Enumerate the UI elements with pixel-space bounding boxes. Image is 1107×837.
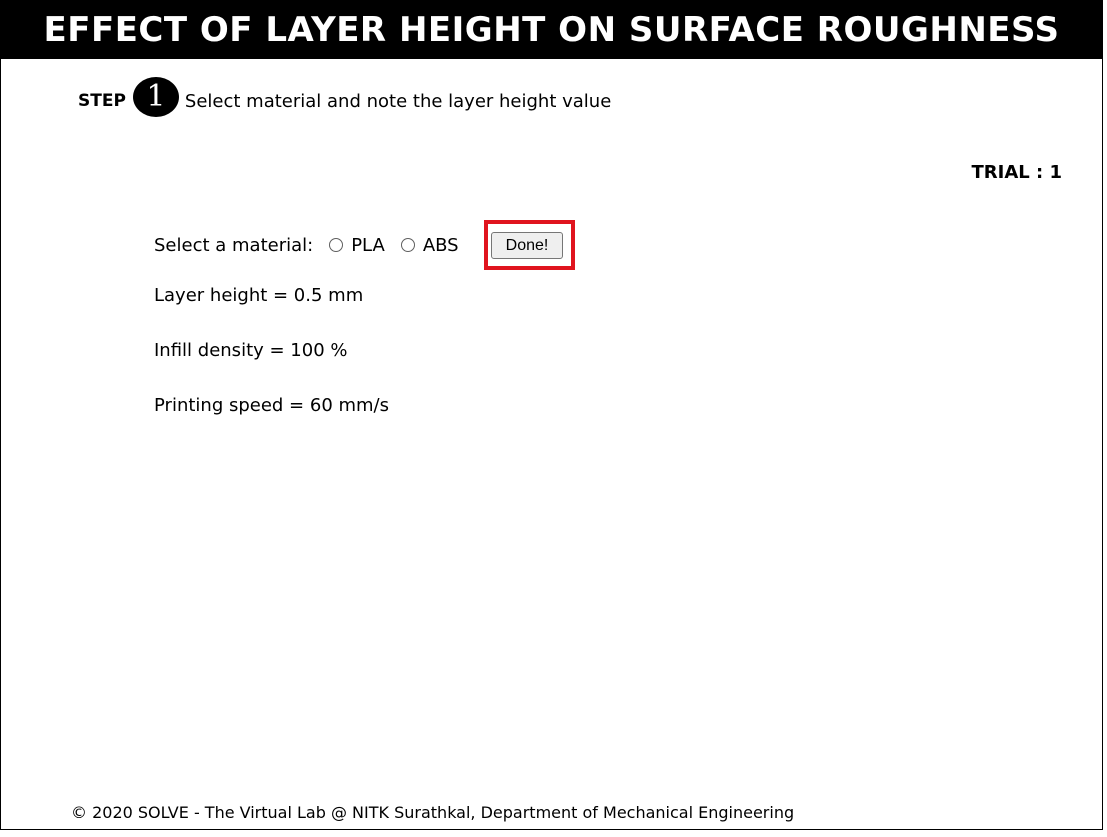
material-selector: Select a material: PLA ABS xyxy=(154,232,459,258)
material-prompt: Select a material: xyxy=(154,234,314,256)
trial-counter: TRIAL : 1 xyxy=(971,162,1063,183)
footer-copyright: © 2020 SOLVE - The Virtual Lab @ NITK Su… xyxy=(71,803,795,822)
printing-speed-text: Printing speed = 60 mm/s xyxy=(154,395,390,416)
radio-abs-label[interactable]: ABS xyxy=(422,234,459,256)
radio-abs[interactable] xyxy=(400,238,415,252)
radio-pla-label[interactable]: PLA xyxy=(351,234,385,256)
infill-density-text: Infill density = 100 % xyxy=(154,340,348,361)
radio-pla[interactable] xyxy=(329,238,344,252)
step-label: STEP xyxy=(78,91,126,111)
page-title: EFFECT OF LAYER HEIGHT ON SURFACE ROUGHN… xyxy=(1,1,1102,59)
layer-height-text: Layer height = 0.5 mm xyxy=(154,285,364,306)
done-highlight-box: Done! xyxy=(484,220,575,270)
done-button[interactable]: Done! xyxy=(491,232,563,259)
step-instruction: Select material and note the layer heigh… xyxy=(184,90,612,112)
step-header: STEP 1 Select material and note the laye… xyxy=(78,77,611,117)
step-number-badge: 1 xyxy=(132,77,179,117)
